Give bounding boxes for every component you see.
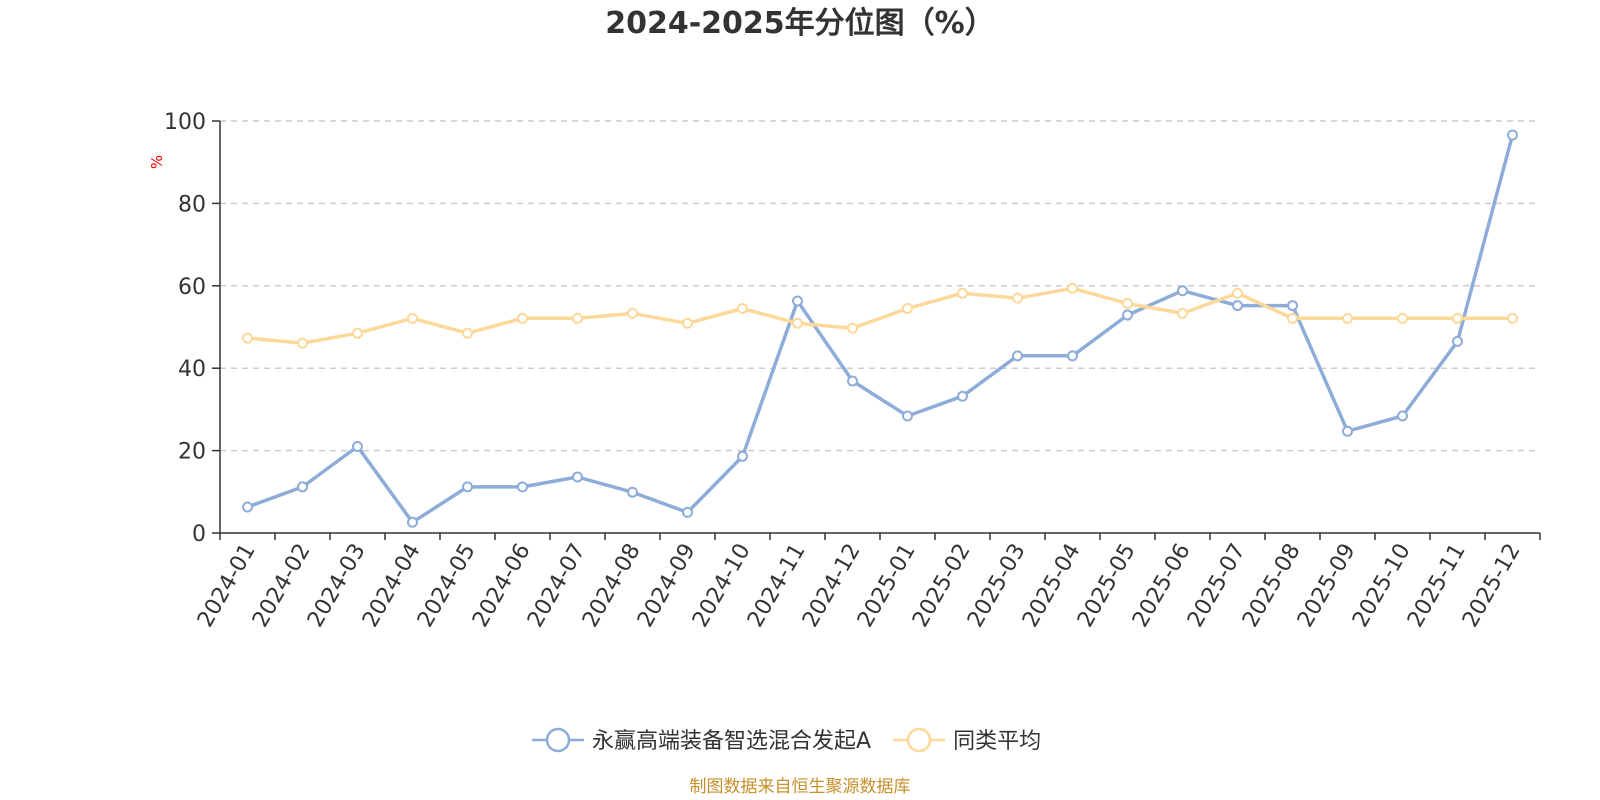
data-point[interactable]	[627, 307, 638, 319]
data-point[interactable]	[517, 312, 528, 324]
data-point[interactable]	[1067, 350, 1078, 362]
data-point[interactable]	[902, 410, 913, 422]
data-point[interactable]	[1507, 312, 1518, 324]
data-point[interactable]	[1397, 410, 1408, 422]
data-point[interactable]	[1287, 300, 1298, 312]
legend-item-0[interactable]: 永赢高端装备智选混合发起A	[532, 727, 871, 754]
data-point[interactable]	[352, 327, 363, 339]
data-point[interactable]	[1342, 312, 1353, 324]
legend-label: 永赢高端装备智选混合发起A	[592, 729, 871, 754]
y-tick-label: 20	[178, 440, 206, 465]
series-line	[247, 286, 1513, 345]
data-point[interactable]	[1452, 312, 1463, 324]
data-point[interactable]	[1122, 309, 1133, 321]
data-point[interactable]	[1177, 307, 1188, 319]
data-point[interactable]	[1012, 292, 1023, 304]
data-point[interactable]	[1342, 425, 1353, 437]
axes: 0204060801002024-012024-022024-032024-04…	[164, 110, 1541, 632]
legend: 永赢高端装备智选混合发起A 同类平均	[532, 727, 1041, 754]
data-point[interactable]	[517, 481, 528, 493]
data-point[interactable]	[242, 501, 253, 513]
data-point[interactable]	[682, 317, 693, 329]
series-1	[242, 282, 1518, 349]
data-point[interactable]	[352, 440, 363, 452]
data-point[interactable]	[792, 317, 803, 329]
y-axis-unit-label: %	[148, 155, 166, 169]
data-point[interactable]	[847, 322, 858, 334]
data-point[interactable]	[737, 450, 748, 462]
data-point[interactable]	[1122, 298, 1133, 310]
data-point[interactable]	[1397, 312, 1408, 324]
data-point[interactable]	[297, 337, 308, 349]
data-point[interactable]	[1232, 287, 1243, 299]
data-point[interactable]	[297, 481, 308, 493]
data-point[interactable]	[627, 486, 638, 498]
data-point[interactable]	[407, 312, 418, 324]
legend-label: 同类平均	[953, 729, 1041, 754]
data-point[interactable]	[1232, 300, 1243, 312]
data-point[interactable]	[1012, 350, 1023, 362]
data-point[interactable]	[407, 516, 418, 528]
data-point[interactable]	[572, 471, 583, 483]
series-line	[246, 134, 1515, 525]
data-point[interactable]	[572, 312, 583, 324]
data-point[interactable]	[847, 375, 858, 387]
data-point[interactable]	[682, 506, 693, 518]
data-point[interactable]	[957, 390, 968, 402]
data-point[interactable]	[1067, 282, 1078, 294]
data-point[interactable]	[1452, 335, 1463, 347]
data-point[interactable]	[242, 332, 253, 344]
data-point[interactable]	[792, 295, 803, 307]
data-point[interactable]	[1177, 285, 1188, 297]
data-point[interactable]	[1287, 312, 1298, 324]
data-point[interactable]	[957, 287, 968, 299]
legend-marker	[545, 727, 571, 753]
y-tick-label: 60	[178, 275, 206, 300]
legend-marker	[906, 727, 932, 753]
y-tick-label: 80	[178, 192, 206, 217]
grid-lines	[220, 120, 1540, 452]
data-point[interactable]	[737, 302, 748, 314]
y-tick-label: 100	[164, 110, 206, 135]
y-tick-label: 40	[178, 357, 206, 382]
data-source-note: 制图数据来自恒生聚源数据库	[690, 777, 911, 797]
chart-title: 2024-2025年分位图（%）	[605, 6, 995, 41]
legend-item-1[interactable]: 同类平均	[893, 727, 1041, 754]
series-layer	[242, 129, 1518, 528]
data-point[interactable]	[902, 302, 913, 314]
series-0	[242, 129, 1518, 528]
data-point[interactable]	[462, 327, 473, 339]
y-tick-label: 0	[192, 522, 206, 547]
data-point[interactable]	[462, 481, 473, 493]
data-point[interactable]	[1507, 129, 1518, 141]
